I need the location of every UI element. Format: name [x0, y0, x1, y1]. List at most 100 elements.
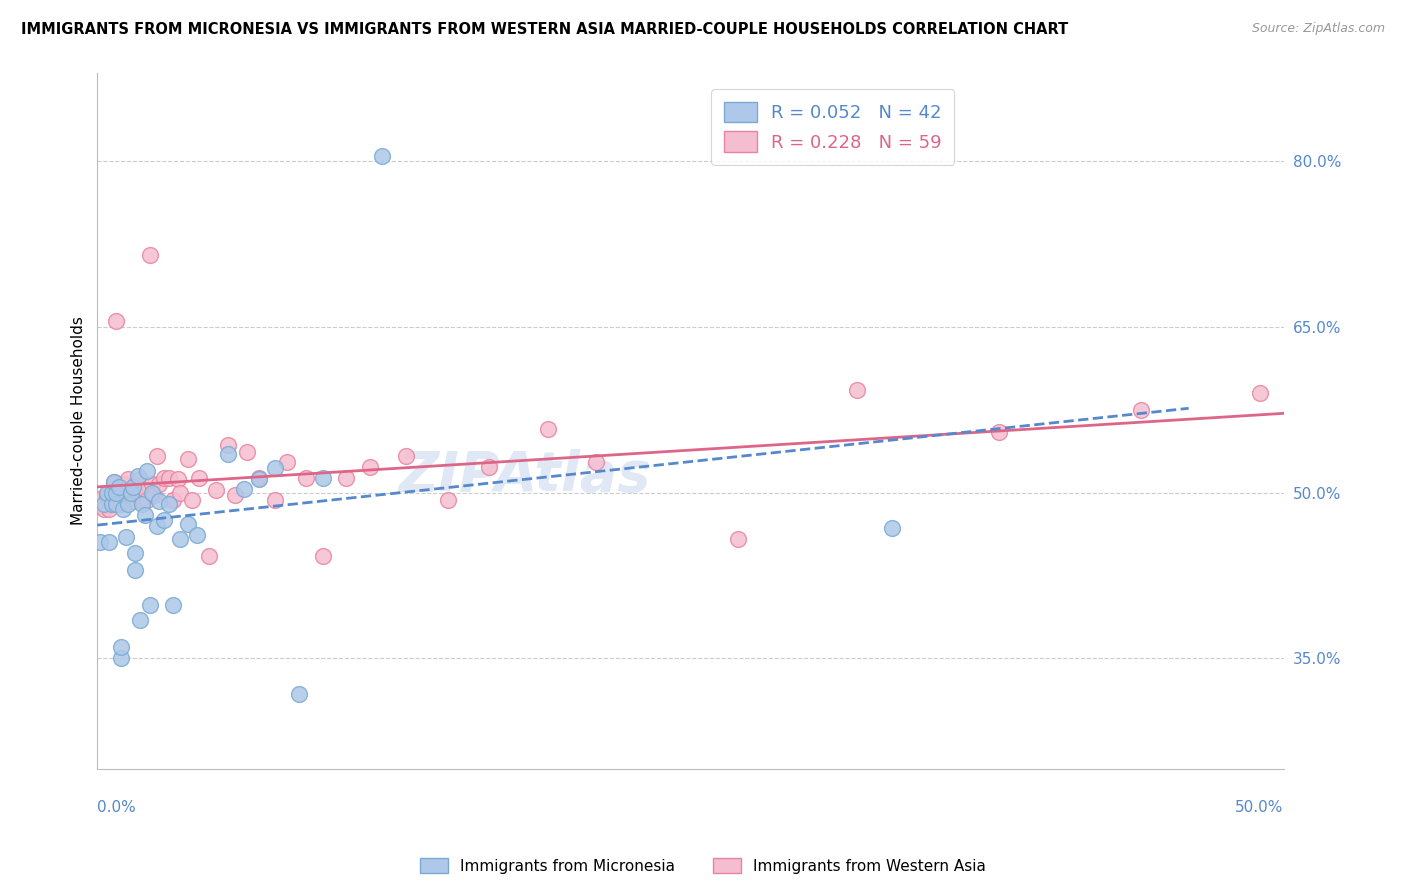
- Point: [127, 489, 149, 503]
- Point: [148, 494, 170, 508]
- Point: [105, 485, 128, 500]
- Point: [107, 491, 129, 505]
- Point: [295, 471, 318, 485]
- Point: [112, 502, 135, 516]
- Text: Source: ZipAtlas.com: Source: ZipAtlas.com: [1251, 22, 1385, 36]
- Point: [110, 651, 132, 665]
- Point: [141, 485, 163, 500]
- Point: [131, 493, 153, 508]
- Point: [537, 421, 560, 435]
- Point: [181, 493, 204, 508]
- Point: [276, 455, 298, 469]
- Point: [114, 494, 136, 508]
- Point: [100, 497, 122, 511]
- Point: [845, 383, 868, 397]
- Point: [127, 469, 149, 483]
- Point: [129, 472, 152, 486]
- Point: [162, 599, 184, 613]
- Point: [110, 640, 132, 655]
- Point: [312, 471, 335, 485]
- Point: [148, 476, 170, 491]
- Point: [188, 471, 211, 485]
- Point: [98, 489, 121, 503]
- Point: [224, 488, 246, 502]
- Legend: Immigrants from Micronesia, Immigrants from Western Asia: Immigrants from Micronesia, Immigrants f…: [415, 852, 991, 880]
- Point: [176, 452, 198, 467]
- Point: [138, 599, 160, 613]
- Point: [93, 497, 115, 511]
- Point: [987, 425, 1010, 439]
- Point: [117, 472, 139, 486]
- Point: [134, 508, 156, 522]
- Point: [359, 460, 381, 475]
- Point: [145, 518, 167, 533]
- Point: [89, 535, 111, 549]
- Point: [157, 497, 180, 511]
- Point: [371, 149, 394, 163]
- Point: [100, 485, 122, 500]
- Point: [124, 563, 146, 577]
- Point: [152, 513, 174, 527]
- Point: [162, 493, 184, 508]
- Point: [288, 687, 311, 701]
- Point: [312, 549, 335, 563]
- Point: [117, 497, 139, 511]
- Point: [122, 494, 145, 508]
- Point: [110, 497, 132, 511]
- Point: [727, 532, 749, 546]
- Point: [205, 483, 228, 498]
- Point: [138, 248, 160, 262]
- Point: [98, 502, 121, 516]
- Point: [96, 488, 118, 502]
- Point: [107, 480, 129, 494]
- Point: [124, 546, 146, 560]
- Point: [186, 527, 208, 541]
- Point: [217, 447, 239, 461]
- Text: ZIPAtlas: ZIPAtlas: [398, 449, 651, 503]
- Point: [247, 471, 270, 485]
- Point: [1130, 402, 1153, 417]
- Point: [136, 493, 159, 508]
- Point: [247, 472, 270, 486]
- Point: [145, 449, 167, 463]
- Point: [437, 493, 460, 508]
- Point: [136, 463, 159, 477]
- Point: [103, 475, 125, 489]
- Point: [98, 535, 121, 549]
- Point: [110, 485, 132, 500]
- Point: [157, 471, 180, 485]
- Point: [217, 438, 239, 452]
- Point: [585, 455, 607, 469]
- Point: [129, 613, 152, 627]
- Point: [114, 530, 136, 544]
- Point: [264, 493, 287, 508]
- Point: [169, 485, 191, 500]
- Point: [141, 476, 163, 491]
- Point: [105, 497, 128, 511]
- Point: [134, 483, 156, 498]
- Point: [120, 485, 142, 500]
- Point: [100, 497, 122, 511]
- Point: [93, 502, 115, 516]
- Text: 50.0%: 50.0%: [1236, 800, 1284, 815]
- Point: [143, 488, 166, 502]
- Point: [395, 449, 418, 463]
- Point: [167, 472, 190, 486]
- Point: [176, 516, 198, 531]
- Point: [264, 461, 287, 475]
- Point: [89, 499, 111, 513]
- Point: [335, 471, 357, 485]
- Point: [105, 314, 128, 328]
- Point: [112, 476, 135, 491]
- Point: [103, 475, 125, 489]
- Point: [124, 478, 146, 492]
- Point: [169, 532, 191, 546]
- Point: [478, 460, 501, 475]
- Point: [1249, 386, 1271, 401]
- Point: [882, 521, 904, 535]
- Point: [122, 480, 145, 494]
- Point: [91, 491, 114, 505]
- Text: IMMIGRANTS FROM MICRONESIA VS IMMIGRANTS FROM WESTERN ASIA MARRIED-COUPLE HOUSEH: IMMIGRANTS FROM MICRONESIA VS IMMIGRANTS…: [21, 22, 1069, 37]
- Point: [233, 483, 256, 497]
- Legend: R = 0.052   N = 42, R = 0.228   N = 59: R = 0.052 N = 42, R = 0.228 N = 59: [711, 89, 955, 165]
